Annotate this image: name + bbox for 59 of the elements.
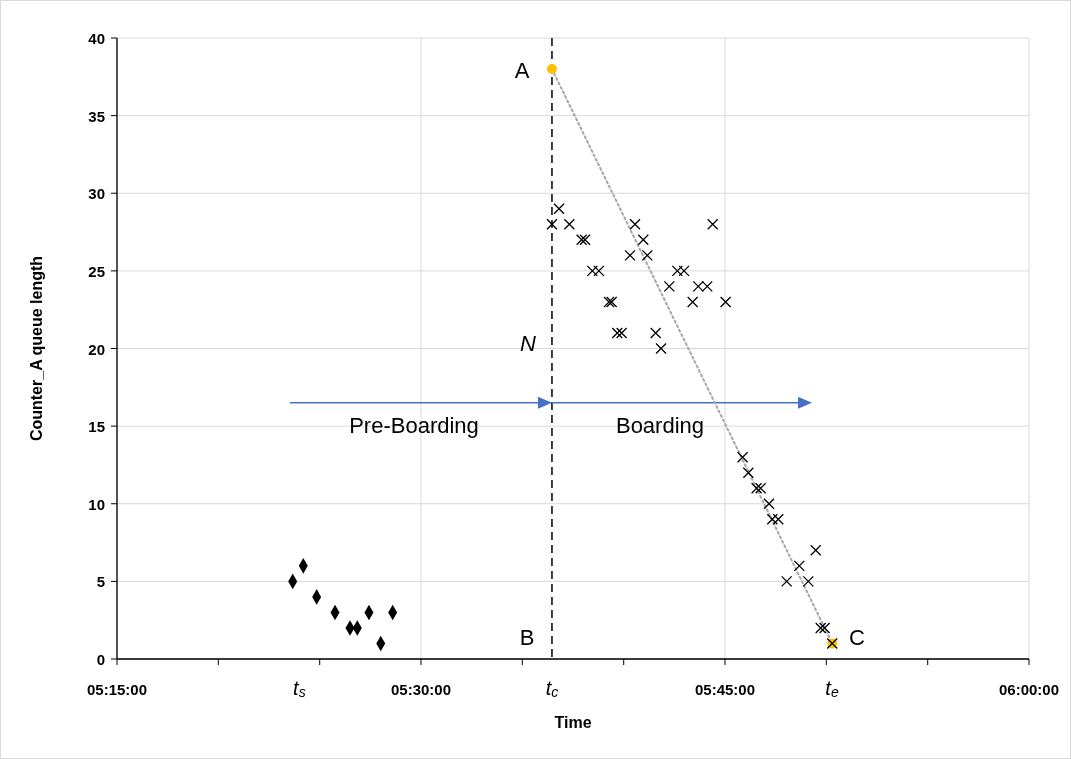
annotation: N [520, 330, 537, 356]
point [750, 482, 763, 494]
y-tick-label: 30 [88, 184, 105, 202]
point [793, 560, 805, 572]
annotation: A [514, 57, 530, 83]
point [719, 296, 732, 308]
point [707, 218, 719, 230]
y-tick-label: 20 [88, 340, 105, 357]
point [615, 327, 628, 339]
point [624, 249, 636, 261]
point [641, 249, 653, 261]
point [637, 234, 649, 246]
point [742, 467, 754, 479]
y-tick-label: 10 [88, 495, 105, 513]
point [593, 265, 605, 277]
y-tick-label: 25 [88, 262, 105, 280]
x-tick-label: 05:30:00 [390, 681, 452, 698]
point [810, 544, 822, 556]
point [579, 234, 591, 246]
y-tick-label: 5 [96, 572, 105, 590]
point [586, 265, 598, 277]
point [546, 64, 557, 75]
x-tick-label: 05:15:00 [86, 681, 148, 698]
point [781, 575, 793, 588]
point [815, 622, 827, 634]
annotation: B [519, 624, 535, 650]
x-tick-label: t$_{s}$ [293, 677, 306, 701]
annotation: Pre-Boarding [349, 412, 479, 438]
point [655, 342, 667, 355]
y-tick-label: 15 [88, 417, 105, 435]
point [818, 622, 831, 634]
point [678, 265, 690, 277]
y-tick-label: 0 [96, 650, 105, 668]
point [611, 327, 623, 339]
annotation: Boarding [615, 412, 705, 438]
point [766, 513, 778, 525]
y-tick-label: 35 [88, 107, 105, 125]
point [754, 482, 767, 494]
point [772, 513, 784, 525]
point [663, 280, 675, 293]
x-axis-title: Time [554, 714, 592, 731]
point [687, 296, 699, 308]
point [802, 575, 814, 588]
point [650, 327, 662, 339]
point [563, 218, 575, 230]
point [736, 451, 749, 463]
point [629, 218, 641, 230]
x-tick-label: 05:45:00 [694, 681, 756, 698]
x-tick-label: 06:00:00 [998, 681, 1060, 698]
x-tick-label: t$_{e}$ [825, 677, 839, 701]
point [546, 218, 558, 230]
x-tick-label: t$_{c}$ [545, 677, 559, 701]
point [763, 498, 775, 510]
point [553, 203, 565, 215]
y-tick-label: 40 [88, 29, 105, 47]
point [671, 265, 683, 277]
y-axis-title: Counter_A queue length [28, 255, 45, 442]
annotation: C [849, 624, 866, 650]
point [575, 234, 588, 246]
